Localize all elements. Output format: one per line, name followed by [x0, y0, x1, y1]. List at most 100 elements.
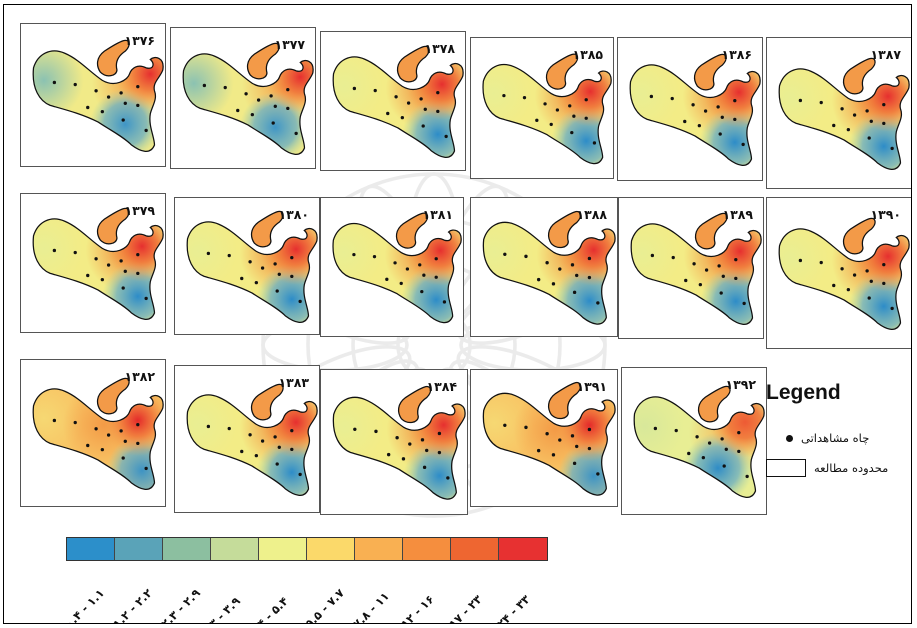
well-dot-icon	[298, 299, 302, 304]
well-dot-icon	[86, 273, 90, 278]
well-dot-icon	[244, 92, 248, 96]
colorbar-swatch	[115, 538, 163, 560]
well-dot-icon	[269, 94, 273, 98]
well-dot-icon	[442, 300, 447, 304]
well-dot-icon	[386, 111, 390, 116]
well-dot-icon	[106, 263, 111, 267]
map-panel: ۱۳۸۲	[20, 359, 166, 507]
well-dot-icon	[718, 132, 722, 136]
map-panel: ۱۳۸۶	[617, 37, 763, 181]
well-dot-icon	[437, 431, 442, 436]
well-dot-icon	[260, 266, 265, 270]
well-dot-icon	[86, 105, 90, 110]
well-dot-icon	[123, 269, 127, 273]
well-dot-icon	[294, 131, 298, 136]
well-dot-icon	[277, 272, 281, 276]
well-dot-icon	[575, 273, 579, 278]
well-dot-icon	[136, 441, 140, 446]
colorbar-swatch	[355, 538, 403, 560]
well-dot-icon	[724, 447, 728, 451]
colorbar-swatch	[499, 538, 547, 560]
map-panel: ۱۳۹۰	[766, 197, 911, 349]
well-dot-icon	[86, 443, 90, 448]
legend-title: Legend	[766, 381, 841, 404]
well-dot-icon	[106, 95, 111, 99]
map-panel: ۱۳۸۸	[470, 197, 618, 337]
panel-year-label: ۱۳۸۴	[426, 379, 457, 394]
well-dot-icon	[742, 301, 746, 306]
well-dot-icon	[867, 296, 871, 300]
well-dot-icon	[503, 252, 507, 256]
well-dot-icon	[882, 281, 886, 286]
well-dot-icon	[786, 434, 793, 442]
interpolation-map	[332, 385, 466, 500]
interpolation-map	[186, 210, 318, 323]
well-dot-icon	[707, 441, 712, 445]
well-dot-icon	[596, 301, 600, 305]
well-dot-icon	[290, 274, 294, 279]
map-panel: ۱۳۸۷	[766, 37, 911, 189]
study-area-box-icon	[766, 459, 806, 477]
well-dot-icon	[570, 434, 575, 438]
interpolation-map	[630, 212, 762, 325]
map-panel: ۱۳۸۹	[618, 197, 764, 339]
well-dot-icon	[240, 276, 244, 281]
well-dot-icon	[558, 267, 562, 271]
well-dot-icon	[819, 100, 823, 105]
well-dot-icon	[250, 112, 255, 117]
well-dot-icon	[549, 122, 553, 127]
well-dot-icon	[737, 430, 741, 435]
well-dot-icon	[721, 274, 725, 278]
well-dot-icon	[273, 262, 277, 266]
well-dot-icon	[670, 96, 674, 101]
well-dot-icon	[720, 115, 724, 119]
colorbar-tick-label: ۱۷ - ۲۳	[446, 592, 485, 624]
well-dot-icon	[717, 264, 721, 268]
well-dot-icon	[502, 93, 506, 98]
well-dot-icon	[144, 296, 148, 301]
well-dot-icon	[720, 437, 724, 441]
well-dot-icon	[503, 423, 507, 427]
well-dot-icon	[687, 451, 691, 456]
well-dot-icon	[575, 444, 579, 449]
panel-year-label: ۱۳۹۱	[576, 379, 607, 394]
well-dot-icon	[545, 432, 549, 436]
well-dot-icon	[136, 252, 140, 257]
well-dot-icon	[136, 271, 140, 276]
well-dot-icon	[121, 456, 125, 460]
well-dot-icon	[373, 88, 377, 93]
interpolation-map	[182, 42, 314, 155]
legend-area-label: محدوده مطالعه	[814, 461, 889, 475]
well-dot-icon	[73, 420, 77, 425]
interpolation-map	[629, 53, 761, 166]
well-dot-icon	[372, 255, 377, 259]
well-dot-icon	[206, 424, 211, 429]
panel-year-label: ۱۳۷۹	[124, 203, 155, 218]
well-dot-icon	[890, 146, 894, 151]
panel-year-label: ۱۳۸۹	[722, 207, 753, 222]
well-dot-icon	[136, 103, 140, 108]
well-dot-icon	[434, 275, 438, 279]
well-dot-icon	[734, 276, 738, 281]
well-dot-icon	[741, 142, 745, 147]
well-dot-icon	[227, 253, 231, 258]
well-dot-icon	[704, 268, 709, 272]
well-dot-icon	[840, 107, 844, 111]
well-dot-icon	[592, 141, 597, 145]
interpolation-map	[482, 210, 616, 325]
colorbar-tick-label: ۵.۵ - ۷.۷	[302, 585, 347, 624]
well-dot-icon	[543, 102, 547, 106]
well-dot-icon	[136, 84, 140, 89]
legend-well-row: چاه مشاهداتی	[786, 431, 869, 445]
well-dot-icon	[596, 472, 600, 476]
well-dot-icon	[100, 277, 105, 282]
well-dot-icon	[408, 442, 412, 446]
well-dot-icon	[832, 283, 836, 288]
well-dot-icon	[290, 447, 294, 452]
panel-year-label: ۱۳۸۲	[124, 369, 155, 384]
well-dot-icon	[572, 114, 576, 118]
well-dot-icon	[536, 448, 541, 453]
colorbar-swatch	[307, 538, 355, 560]
well-dot-icon	[692, 262, 696, 266]
well-dot-icon	[273, 435, 277, 439]
